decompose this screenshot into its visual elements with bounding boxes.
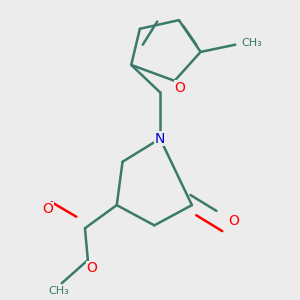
Text: CH₃: CH₃ bbox=[241, 38, 262, 48]
Text: O: O bbox=[175, 81, 185, 95]
Text: O: O bbox=[86, 262, 97, 275]
Text: CH₃: CH₃ bbox=[49, 286, 69, 296]
Text: O: O bbox=[228, 214, 239, 228]
Text: O: O bbox=[42, 202, 53, 217]
Text: N: N bbox=[155, 132, 165, 145]
